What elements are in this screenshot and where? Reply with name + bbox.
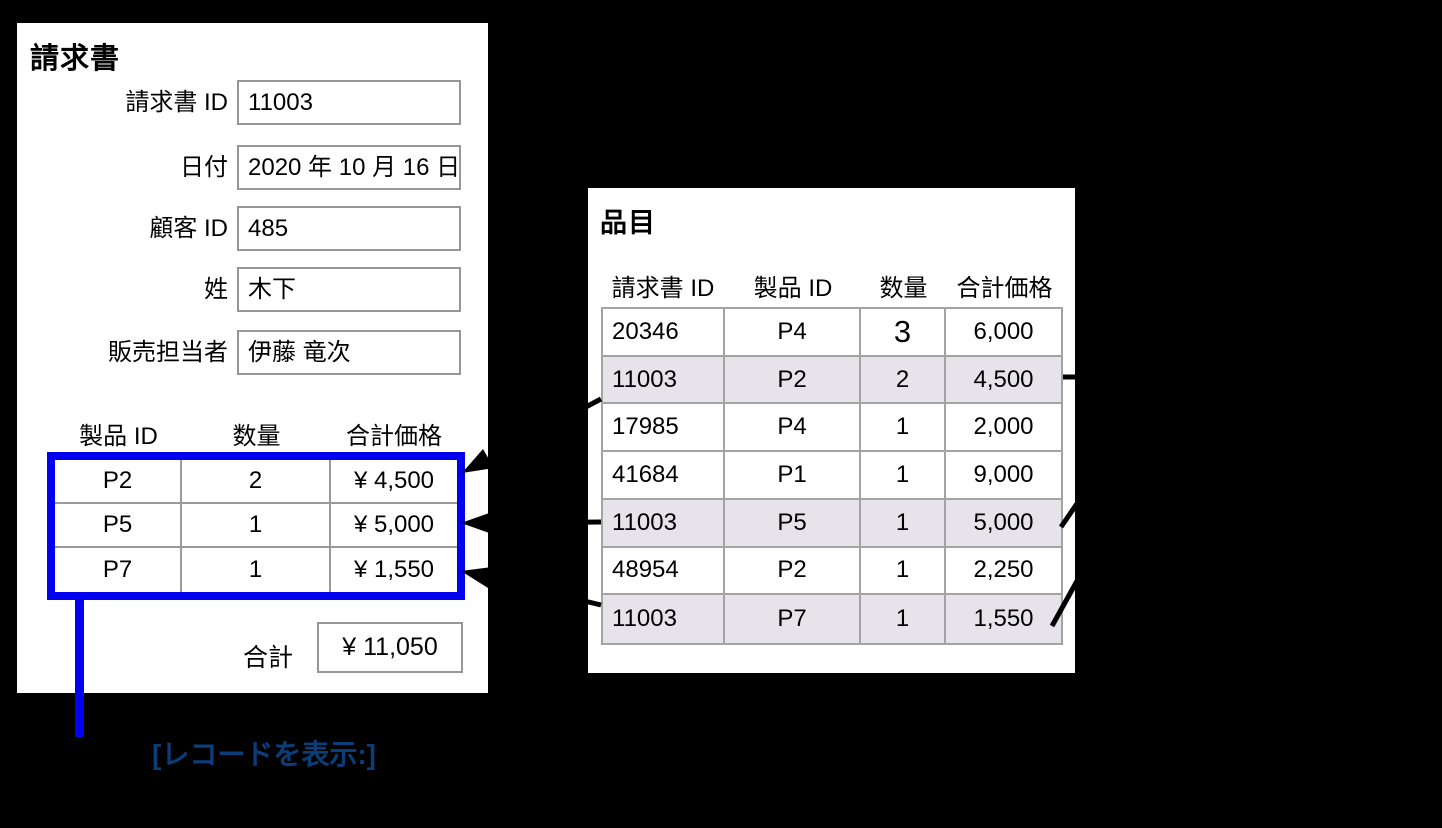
portal-cell: P2: [55, 460, 182, 504]
table-cell: 4,500: [946, 356, 1061, 405]
field-row-sales-rep: 販売担当者 伊藤 竜次: [17, 330, 488, 375]
portal-cell: 1: [182, 548, 331, 592]
li-header-quantity: 数量: [879, 275, 928, 302]
table-cell: 48954: [603, 547, 725, 596]
portal-callout-caption: [レコードを表示:]: [152, 739, 376, 770]
table-cell: 20346: [603, 309, 725, 357]
total-value-box: ¥ 11,050: [317, 622, 463, 673]
portal-header-total-price: 合計価格: [346, 423, 442, 450]
table-cell: 1: [861, 499, 946, 548]
customer-id-label: 顧客 ID: [149, 215, 228, 242]
table-cell: 11003: [603, 595, 725, 643]
table-cell: 5,000: [946, 499, 1061, 548]
table-cell: P4: [725, 309, 861, 357]
table-cell: P1: [725, 452, 861, 500]
li-header-invoice-id: 請求書 ID: [611, 275, 715, 302]
li-header-total-price: 合計価格: [956, 275, 1053, 302]
portal-callout-line: [75, 597, 84, 737]
table-cell: 1: [861, 595, 946, 643]
table-cell: 11003: [603, 499, 725, 548]
table-cell: 2,250: [946, 547, 1061, 596]
li-header-product-id: 製品 ID: [753, 275, 833, 302]
field-row-lastname: 姓 木下: [17, 267, 488, 312]
invoice-panel: 請求書 請求書 ID 11003 日付 2020 年 10 月 16 日 顧客 …: [17, 23, 488, 693]
lastname-label: 姓: [204, 276, 228, 303]
line-items-panel: 品目 請求書 ID 製品 ID 数量 合計価格 20346 P4 3 6,000…: [588, 188, 1075, 673]
sales-rep-field[interactable]: 伊藤 竜次: [237, 330, 461, 375]
invoice-panel-title: 請求書: [30, 43, 121, 75]
line-items-panel-title: 品目: [600, 208, 656, 238]
table-cell: 9,000: [946, 452, 1061, 500]
table-cell: 17985: [603, 404, 725, 453]
table-cell: P7: [725, 595, 861, 643]
relation-arrow-line-p5: [491, 519, 602, 526]
total-label: 合計: [242, 644, 293, 672]
portal-cell: ¥ 1,550: [331, 548, 457, 592]
table-cell: 1: [861, 404, 946, 453]
table-cell: 1,550: [946, 595, 1061, 643]
table-cell: 2,000: [946, 404, 1061, 453]
portal-header-row: 製品 ID 数量 合計価格: [17, 416, 488, 450]
line-items-header-row: 請求書 ID 製品 ID 数量 合計価格: [588, 268, 1075, 302]
portal-cell: 2: [182, 460, 331, 504]
relation-arrow-line-p2: [487, 396, 603, 461]
portal-header-product-id: 製品 ID: [79, 423, 158, 450]
field-row-date: 日付 2020 年 10 月 16 日: [17, 145, 488, 190]
portal-highlight-box: P2 2 ¥ 4,500 P5 1 ¥ 5,000 P7 1 ¥ 1,550: [47, 452, 465, 600]
table-cell: P2: [725, 356, 861, 405]
table-cell: 1: [861, 452, 946, 500]
portal-cell: ¥ 4,500: [331, 460, 457, 504]
portal-cell: P7: [55, 548, 182, 592]
line-items-table: 20346 P4 3 6,000 11003 P2 2 4,500 17985 …: [601, 307, 1063, 645]
table-cell: 2: [861, 356, 946, 405]
date-field[interactable]: 2020 年 10 月 16 日: [237, 145, 461, 190]
lastname-field[interactable]: 木下: [237, 267, 461, 312]
table-cell: P5: [725, 499, 861, 548]
table-cell: 41684: [603, 452, 725, 500]
field-row-invoice-id: 請求書 ID 11003: [17, 80, 488, 125]
date-label: 日付: [180, 154, 228, 181]
portal-cell: 1: [182, 504, 331, 548]
customer-id-field[interactable]: 485: [237, 206, 461, 251]
table-cell: 1: [861, 547, 946, 596]
table-cell: 6,000: [946, 309, 1061, 357]
invoice-id-field[interactable]: 11003: [237, 80, 461, 125]
sales-rep-label: 販売担当者: [108, 339, 228, 366]
table-cell: 3: [861, 309, 946, 357]
relation-arrow-line-p7: [488, 575, 602, 608]
portal-cell: ¥ 5,000: [331, 504, 457, 548]
table-cell: P2: [725, 547, 861, 596]
field-row-customer-id: 顧客 ID 485: [17, 206, 488, 251]
table-cell: P4: [725, 404, 861, 453]
portal-header-quantity: 数量: [232, 423, 281, 450]
table-cell: 11003: [603, 356, 725, 405]
invoice-id-label: 請求書 ID: [125, 89, 228, 116]
portal-cell: P5: [55, 504, 182, 548]
